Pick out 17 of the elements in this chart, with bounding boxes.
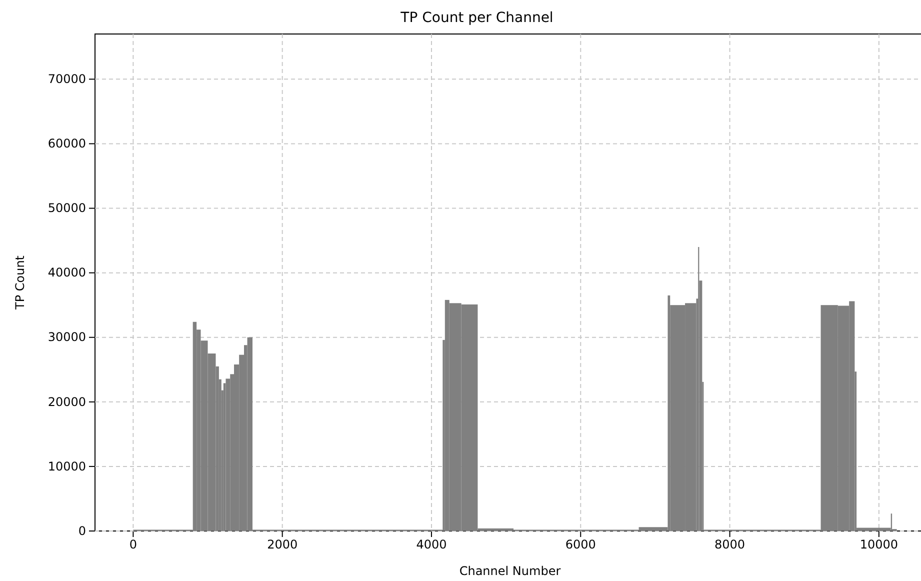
y-tick-label: 30000 [48,330,86,344]
y-tick-label: 50000 [48,201,86,216]
y-tick-label: 10000 [48,459,86,474]
y-tick-label: 20000 [48,394,86,409]
y-axis-title: TP Count [13,255,27,311]
y-tick-label: 70000 [48,72,86,86]
x-tick-label: 8000 [714,538,746,552]
x-tick-label: 0 [129,538,137,552]
x-tick-label: 4000 [416,538,447,552]
x-axis-title: Channel Number [459,564,561,578]
chart-title: TP Count per Channel [400,10,554,26]
x-tick-label: 2000 [267,538,298,552]
x-tick-label: 6000 [565,538,596,552]
y-tick-label: 40000 [48,266,86,280]
y-tick-label: 60000 [48,136,86,151]
y-tick-label: 0 [78,524,86,538]
x-tick-label: 10000 [860,538,898,552]
